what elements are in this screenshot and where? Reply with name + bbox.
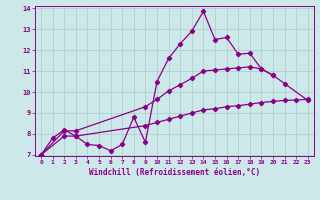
X-axis label: Windchill (Refroidissement éolien,°C): Windchill (Refroidissement éolien,°C)	[89, 168, 260, 177]
